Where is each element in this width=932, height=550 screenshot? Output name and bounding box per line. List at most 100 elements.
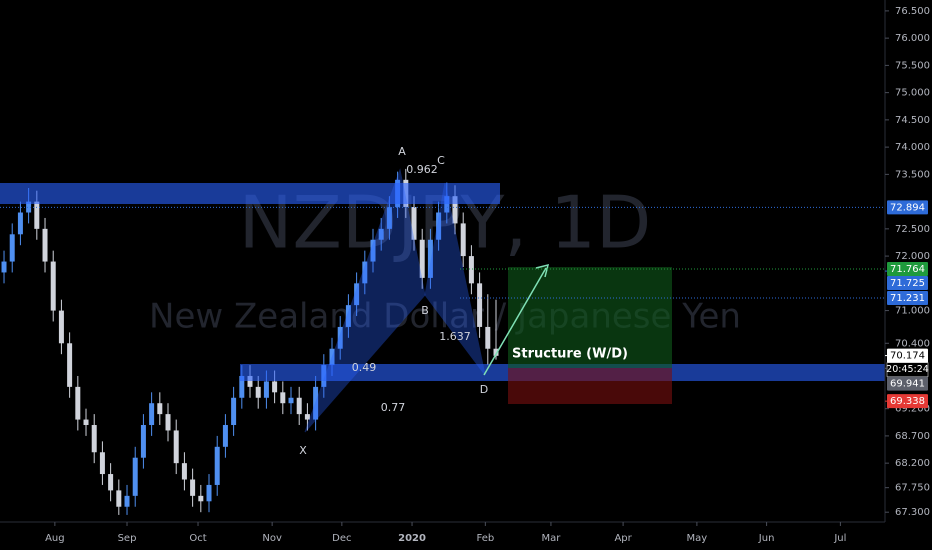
y-tick-label: 76.500: [895, 6, 930, 17]
candle-body: [263, 381, 269, 398]
x-tick-label: Oct: [189, 533, 206, 544]
candle-body: [206, 484, 212, 502]
candles: [1, 168, 499, 515]
pattern-bcd: [424, 182, 486, 376]
candle-body: [124, 495, 130, 507]
y-tick-label: 67.300: [895, 507, 930, 518]
candle-body: [17, 212, 23, 235]
candle-body: [288, 397, 294, 404]
y-tick-label: 75.500: [895, 60, 930, 71]
candle-body: [58, 310, 64, 344]
candle-body: [247, 375, 253, 387]
drawings: X A B C D 0.962 0.49 1.637 0.77 Structur…: [0, 145, 885, 457]
pattern-point: C: [437, 154, 445, 167]
price-label: 71.231: [890, 293, 925, 304]
pattern-point: X: [299, 444, 307, 457]
y-tick-label: 69.200: [895, 404, 930, 415]
candle-body: [75, 386, 81, 420]
price-label: 71.725: [890, 278, 925, 289]
countdown: 20:45:24: [886, 364, 929, 375]
y-tick-label: 68.700: [895, 431, 930, 442]
x-tick-label: Jun: [758, 533, 775, 544]
candle-body: [83, 419, 89, 426]
candle-body: [272, 381, 278, 393]
candle-body: [477, 283, 483, 327]
candle-body: [34, 201, 40, 229]
y-tick-label: 76.000: [895, 33, 930, 44]
candle-body: [9, 234, 15, 262]
candle-body: [329, 348, 335, 366]
candle-body: [239, 375, 245, 398]
candle-body: [280, 392, 286, 404]
profit-zone: [508, 267, 672, 368]
candle-body: [222, 425, 228, 447]
x-tick-label: Jul: [833, 533, 846, 544]
price-label-box: [887, 290, 928, 305]
candle-body: [313, 386, 319, 420]
y-tick-label: 72.000: [895, 251, 930, 262]
price-label: 69.941: [890, 379, 925, 390]
price-label-box: [887, 275, 928, 290]
pattern-xab: [304, 168, 426, 433]
candle-body: [50, 261, 56, 311]
price-label-box: [887, 376, 928, 391]
candle-body: [173, 430, 179, 464]
y-tick-label: 67.750: [895, 483, 930, 494]
candle-body: [42, 228, 48, 262]
candle-body: [132, 457, 138, 496]
candle-body: [190, 479, 196, 496]
candle-body: [296, 397, 302, 415]
x-tick-label: Nov: [262, 533, 282, 544]
y-tick-label: 72.500: [895, 224, 930, 235]
candle-body: [354, 283, 360, 306]
candle-body: [345, 305, 351, 327]
pattern-point: A: [398, 145, 406, 158]
y-tick-label: 73.500: [895, 169, 930, 180]
candle-body: [460, 223, 466, 257]
axes: 76.500 76.000 75.500 75.000 74.500 74.000 73.5…: [0, 6, 930, 544]
x-tick-label: 2020: [398, 533, 426, 544]
candle-body: [468, 256, 474, 284]
pattern-ratio: 0.77: [381, 401, 406, 414]
candle-body: [485, 326, 491, 349]
arrow-head: [535, 263, 550, 278]
candle-body: [108, 474, 114, 491]
pattern-ratio: 1.637: [439, 330, 471, 343]
price-label-box: [887, 200, 928, 215]
candle-body: [140, 425, 146, 458]
x-tick-label: Feb: [476, 533, 494, 544]
y-tick-label: 70.400: [895, 338, 930, 349]
pattern-ratio: 0.962: [406, 163, 438, 176]
candle-body: [214, 446, 220, 485]
price-label-box: [887, 261, 928, 276]
price-label: 70.174: [890, 351, 925, 362]
y-tick-label: 74.000: [895, 142, 930, 153]
candle-body: [67, 343, 73, 387]
x-tick-label: May: [687, 533, 708, 544]
pattern-point: D: [480, 383, 488, 396]
candle-body: [411, 207, 417, 240]
candle-body: [370, 239, 376, 262]
candle-body: [198, 495, 204, 502]
price-label-box: [887, 394, 928, 409]
note: Structure (W/D): [512, 347, 628, 362]
candle-body: [149, 403, 155, 426]
price-label: 71.764: [890, 264, 925, 275]
pattern-point: B: [421, 304, 429, 317]
candle-body: [1, 261, 7, 273]
x-tick-label: Sep: [118, 533, 137, 544]
candle-body: [419, 239, 425, 278]
y-tick-label: 74.500: [895, 115, 930, 126]
candle-body: [231, 397, 237, 426]
x-tick-label: Apr: [614, 533, 632, 544]
candle-body: [362, 261, 368, 284]
candle-body: [386, 207, 392, 229]
x-tick-label: Mar: [542, 533, 562, 544]
candle-body: [91, 425, 97, 453]
candle-body: [99, 452, 105, 475]
price-label: 69.338: [890, 396, 925, 407]
candle-body: [26, 201, 32, 213]
candle-body: [427, 239, 433, 278]
candle-body: [337, 326, 343, 349]
